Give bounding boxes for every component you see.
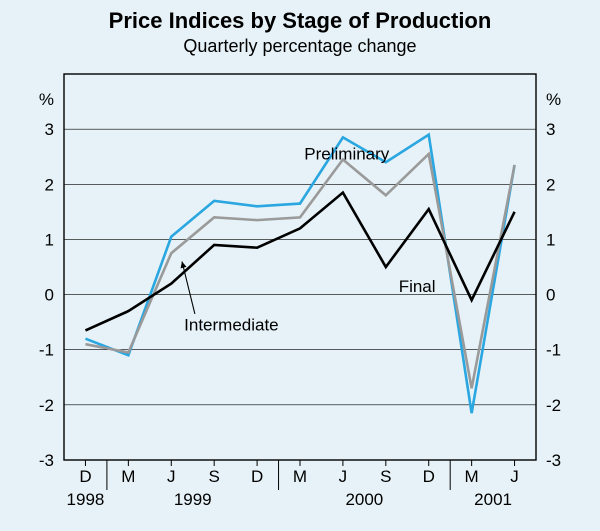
y-tick-right: -2 xyxy=(546,396,561,415)
y-tick-left: 3 xyxy=(45,120,54,139)
chart-subtitle: Quarterly percentage change xyxy=(183,36,416,56)
y-tick-left: 0 xyxy=(45,286,54,305)
x-tick-label: M xyxy=(121,467,135,486)
y-tick-right: 3 xyxy=(546,120,555,139)
y-tick-left: 1 xyxy=(45,230,54,249)
x-tick-label: D xyxy=(79,467,91,486)
y-tick-right: 2 xyxy=(546,175,555,194)
chart-background xyxy=(0,0,600,531)
x-year-label: 1998 xyxy=(67,490,105,509)
x-tick-label: D xyxy=(423,467,435,486)
y-tick-right: 0 xyxy=(546,286,555,305)
y-tick-left: -2 xyxy=(39,396,54,415)
x-tick-label: J xyxy=(167,467,176,486)
chart-container: Price Indices by Stage of Production Quar… xyxy=(0,0,600,531)
y-tick-right: 1 xyxy=(546,230,555,249)
y-tick-right: -1 xyxy=(546,341,561,360)
x-tick-label: S xyxy=(380,467,391,486)
chart-svg: Price Indices by Stage of Production Quar… xyxy=(0,0,600,531)
series-label-preliminary: Preliminary xyxy=(304,144,390,163)
series-label-final: Final xyxy=(399,277,436,296)
y-tick-right: -3 xyxy=(546,451,561,470)
x-year-label: 2000 xyxy=(345,490,383,509)
y-unit-right: % xyxy=(546,90,561,109)
x-tick-label: M xyxy=(293,467,307,486)
x-tick-label: J xyxy=(339,467,348,486)
x-year-label: 2001 xyxy=(474,490,512,509)
x-tick-label: S xyxy=(209,467,220,486)
y-tick-left: -1 xyxy=(39,341,54,360)
chart-title: Price Indices by Stage of Production xyxy=(109,8,492,33)
y-tick-left: 2 xyxy=(45,175,54,194)
y-unit-left: % xyxy=(39,90,54,109)
x-tick-label: M xyxy=(465,467,479,486)
series-label-intermediate: Intermediate xyxy=(184,315,278,334)
x-tick-label: J xyxy=(510,467,519,486)
x-tick-label: D xyxy=(251,467,263,486)
x-year-label: 1999 xyxy=(174,490,212,509)
y-tick-left: -3 xyxy=(39,451,54,470)
